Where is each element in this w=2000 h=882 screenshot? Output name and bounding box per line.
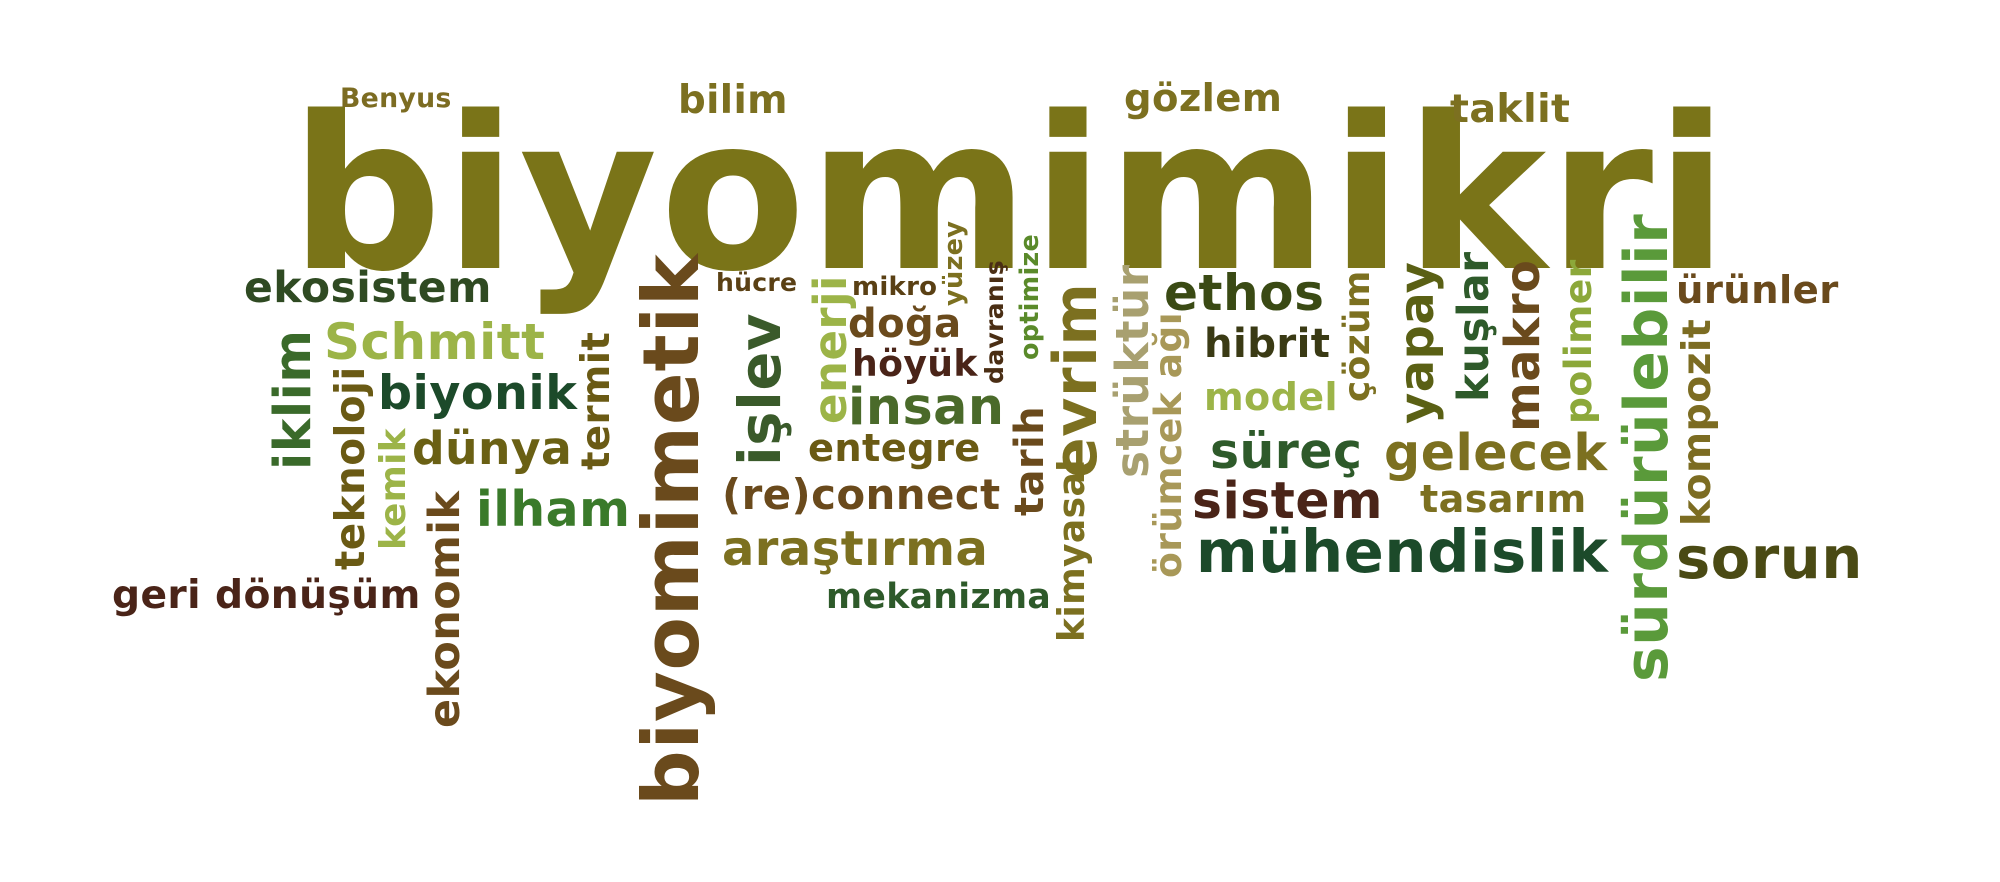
word-bilim: bilim [678,78,788,123]
word-biyonik: biyonik [378,366,578,421]
word-surec: süreç [1210,423,1363,480]
word-arastirma: araştırma [722,522,989,577]
word-hucre: hücre [716,268,798,297]
word-muhendislik: mühendislik [1196,517,1609,586]
word-cozum: çözüm [1337,270,1378,402]
word-model: model [1204,375,1338,419]
word-yapay: yapay [1390,261,1445,424]
word-dunya: dünya [412,422,573,475]
word-polimer: polimer [1556,259,1600,424]
word-sistem: sistem [1192,471,1383,530]
word-mikro: mikro [852,272,938,302]
word-ekosistem: ekosistem [244,264,492,313]
word-hoyuk: höyük [852,342,978,385]
word-surdurulebilir: sürdürülebilir [1612,213,1682,682]
word-optimize: optimize [1015,233,1045,360]
word-termit: termit [574,331,619,470]
word-doga: doğa [848,301,962,347]
word-reconnect: (re)connect [722,470,1001,519]
word-sorun: sorun [1676,525,1863,592]
word-iklim: iklim [263,329,322,471]
word-insan: insan [848,377,1005,436]
word-hibrit: hibrit [1204,321,1331,367]
word-gelecek: gelecek [1384,423,1608,482]
word-yuzey: yüzey [939,220,969,306]
word-mekanizma: mekanizma [826,577,1052,617]
word-urunler: ürünler [1676,268,1839,313]
word-evrim: evrim [1041,282,1111,478]
word-taklit: taklit [1450,86,1571,132]
word-kemik: kemik [373,428,414,550]
word-kimyasal: kimyasal [1051,459,1093,642]
word-geri-donusum: geri dönüşüm [112,573,421,618]
word-schmitt: Schmitt [324,313,546,371]
word-ilham: ilham [476,481,631,538]
word-gozlem: gözlem [1124,76,1283,121]
word-kuslar: kuşlar [1450,251,1499,402]
word-teknoloji: teknoloji [326,366,374,570]
word-davranis: davranış [980,260,1009,384]
word-islev: işlev [727,313,794,466]
word-ekonomik: ekonomik [420,490,470,728]
word-biyomimetik: biyomimetik [627,253,717,806]
word-kompozit: kompozit [1674,318,1720,526]
word-orumcek-agi: örümcek ağı [1146,311,1190,578]
word-makro: makro [1496,259,1551,432]
word-ethos: ethos [1164,263,1325,322]
word-biyomimikri: biyomimikri [290,72,1731,319]
word-benyus: Benyus [340,83,452,114]
word-tasarim: tasarım [1420,477,1587,521]
word-enerji: enerji [804,275,857,424]
word-entegre: entegre [808,426,981,471]
